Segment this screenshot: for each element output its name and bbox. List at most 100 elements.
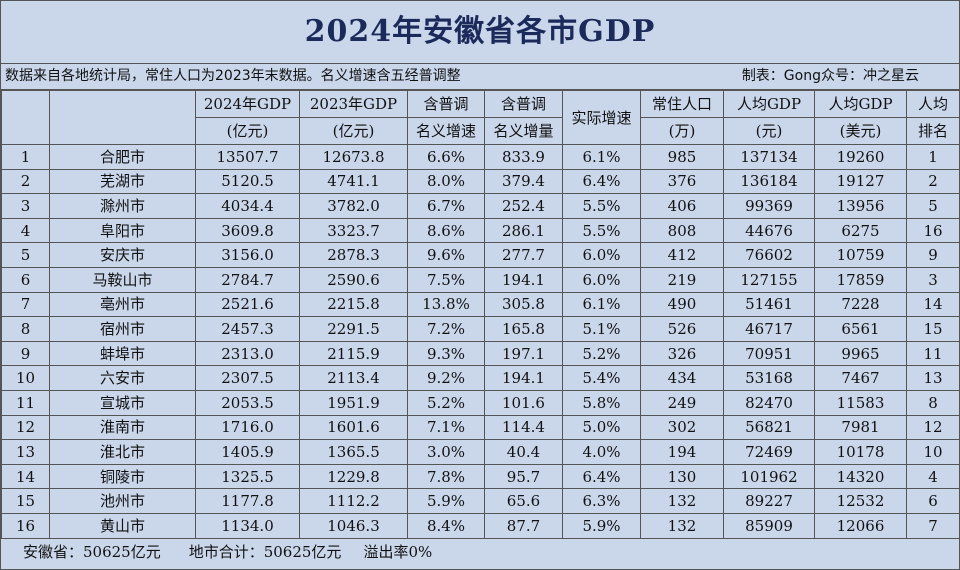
table-row: 14 铜陵市 1325.5 1229.8 7.8% 95.7 6.4% 130 101962 14… — [1, 463, 960, 490]
cell-gdp2023: 2291.5 — [299, 316, 408, 342]
cell-no: 14 — [1, 463, 50, 490]
cell-nrate: 7.2% — [407, 316, 485, 342]
cell-pop: 326 — [640, 340, 724, 367]
cell-rank: 3 — [906, 266, 960, 293]
table-row: 12 淮南市 1716.0 1601.6 7.1% 114.4 5.0% 302 56821 79… — [1, 414, 960, 441]
cell-no: 16 — [1, 512, 50, 539]
cell-gdp2023: 2215.8 — [299, 291, 408, 318]
cell-ninc: 197.1 — [484, 340, 563, 367]
cell-ninc: 833.9 — [484, 144, 563, 170]
summary-footer: 安徽省：50625亿元 地市合计：50625亿元 溢出率0% — [1, 539, 959, 565]
header-gdp2023-unit: (亿元) — [299, 117, 408, 145]
cell-gdp2024: 1716.0 — [195, 414, 300, 441]
cell-rank: 4 — [906, 463, 960, 490]
cell-nrate: 6.6% — [407, 144, 485, 170]
cell-no: 2 — [1, 168, 50, 195]
cell-ninc: 101.6 — [484, 389, 563, 416]
cell-pop: 434 — [640, 365, 724, 391]
cell-ninc: 379.4 — [484, 168, 563, 195]
author-credit: 制表：Gong众号：冲之星云 — [741, 68, 919, 84]
cell-rrate: 6.1% — [562, 144, 641, 170]
cell-rank: 13 — [906, 365, 960, 391]
cell-no: 10 — [1, 365, 50, 391]
cell-no: 11 — [1, 389, 50, 416]
header-row-1: 2024年GDP 2023年GDP 含普调 含普调 实际增速 常住人口 人均GD… — [1, 90, 960, 145]
header-nominal-rate-2: 名义增速 — [407, 117, 485, 145]
cell-nrate: 13.8% — [407, 291, 485, 318]
cell-gdp2024: 2521.6 — [195, 291, 300, 318]
cell-ninc: 286.1 — [484, 217, 563, 244]
header-no — [1, 90, 50, 145]
cell-pccny: 137134 — [723, 144, 815, 170]
cell-pcusd: 7228 — [814, 291, 907, 318]
cell-pccny: 76602 — [723, 242, 815, 268]
table-row: 13 淮北市 1405.9 1365.5 3.0% 40.4 4.0% 194 72469 101… — [1, 439, 960, 465]
header-per-cap-usd-unit: (美元) — [814, 117, 907, 145]
cell-rrate: 4.0% — [562, 439, 641, 465]
header-real-rate: 实际增速 — [562, 90, 641, 145]
cell-rank: 10 — [906, 439, 960, 465]
cell-gdp2023: 2113.4 — [299, 365, 408, 391]
cell-city: 安庆市 — [49, 242, 196, 268]
gdp-table: 2024年GDP 2023年GDP 含普调 含普调 实际增速 常住人口 人均GD… — [1, 90, 960, 539]
cell-ninc: 114.4 — [484, 414, 563, 441]
cell-city: 淮北市 — [49, 439, 196, 465]
header-per-cap-cny: 人均GDP — [723, 90, 815, 118]
cell-city: 池州市 — [49, 488, 196, 514]
cell-rank: 15 — [906, 316, 960, 342]
cell-gdp2024: 13507.7 — [195, 144, 300, 170]
header-gdp2023: 2023年GDP — [299, 90, 408, 118]
cell-gdp2024: 2313.0 — [195, 340, 300, 367]
source-note: 数据来自各地统计局，常住人口为2023年末数据。名义增速含五经普调整 制表：Go… — [1, 64, 959, 90]
city-sum: 地市合计：50625亿元 — [188, 542, 342, 561]
cell-pop: 132 — [640, 488, 724, 514]
cell-rrate: 5.0% — [562, 414, 641, 441]
cell-gdp2024: 2053.5 — [195, 389, 300, 416]
table-row: 7 亳州市 2521.6 2215.8 13.8% 305.8 6.1% 490 51461 72… — [1, 291, 960, 318]
cell-pcusd: 11583 — [814, 389, 907, 416]
table-body: 1 合肥市 13507.7 12673.8 6.6% 833.9 6.1% 985 137134… — [1, 144, 960, 539]
cell-gdp2023: 12673.8 — [299, 144, 408, 170]
source-note-text: 数据来自各地统计局，常住人口为2023年末数据。名义增速含五经普调整 — [5, 68, 461, 84]
cell-gdp2023: 1365.5 — [299, 439, 408, 465]
cell-nrate: 9.3% — [407, 340, 485, 367]
cell-gdp2023: 2115.9 — [299, 340, 408, 367]
cell-nrate: 8.4% — [407, 512, 485, 539]
cell-gdp2024: 1405.9 — [195, 439, 300, 465]
header-nominal-inc-2: 名义增量 — [484, 117, 563, 145]
cell-rank: 9 — [906, 242, 960, 268]
cell-nrate: 7.8% — [407, 463, 485, 490]
table-row: 9 蚌埠市 2313.0 2115.9 9.3% 197.1 5.2% 326 70951 996… — [1, 340, 960, 367]
cell-no: 9 — [1, 340, 50, 367]
header-population-unit: (万) — [640, 117, 724, 145]
cell-no: 1 — [1, 144, 50, 170]
cell-nrate: 7.1% — [407, 414, 485, 441]
cell-pop: 985 — [640, 144, 724, 170]
cell-nrate: 9.2% — [407, 365, 485, 391]
cell-ninc: 40.4 — [484, 439, 563, 465]
cell-nrate: 9.6% — [407, 242, 485, 268]
cell-pcusd: 17859 — [814, 266, 907, 293]
cell-pop: 808 — [640, 217, 724, 244]
cell-city: 铜陵市 — [49, 463, 196, 490]
cell-gdp2024: 2784.7 — [195, 266, 300, 293]
cell-gdp2023: 2878.3 — [299, 242, 408, 268]
cell-gdp2024: 2307.5 — [195, 365, 300, 391]
cell-rrate: 5.1% — [562, 316, 641, 342]
cell-nrate: 8.6% — [407, 217, 485, 244]
cell-city: 合肥市 — [49, 144, 196, 170]
cell-ninc: 277.7 — [484, 242, 563, 268]
cell-ninc: 95.7 — [484, 463, 563, 490]
cell-pccny: 53168 — [723, 365, 815, 391]
cell-pcusd: 19260 — [814, 144, 907, 170]
cell-no: 4 — [1, 217, 50, 244]
cell-gdp2024: 4034.4 — [195, 193, 300, 219]
cell-city: 芜湖市 — [49, 168, 196, 195]
cell-pcusd: 14320 — [814, 463, 907, 490]
header-nominal-inc: 含普调 — [484, 90, 563, 118]
cell-gdp2024: 1177.8 — [195, 488, 300, 514]
cell-rank: 14 — [906, 291, 960, 318]
cell-pccny: 99369 — [723, 193, 815, 219]
cell-gdp2023: 3782.0 — [299, 193, 408, 219]
